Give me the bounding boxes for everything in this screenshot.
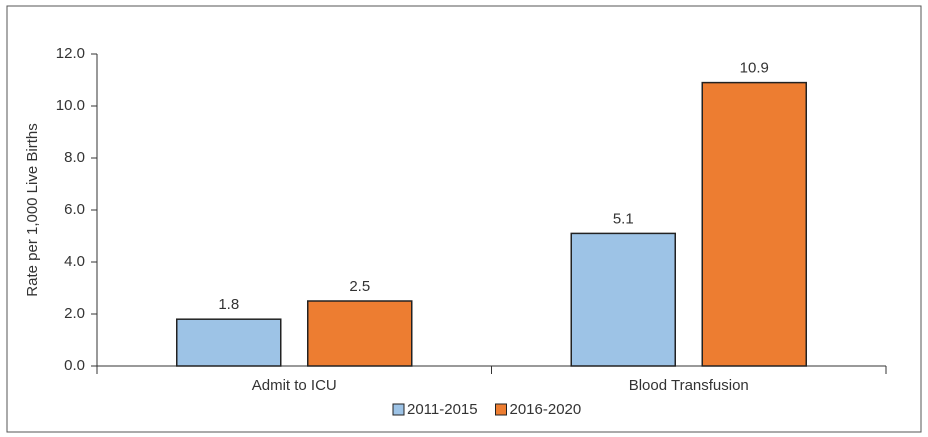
bar: [307, 300, 413, 367]
y-tick-label: 8.0: [64, 149, 85, 166]
legend-label: 2011-2015: [407, 401, 478, 418]
bar: [176, 318, 282, 367]
bar: [570, 232, 676, 367]
y-tick-label: 6.0: [64, 201, 85, 218]
y-tick-label: 0.0: [64, 357, 85, 374]
legend-label: 2016-2020: [510, 401, 582, 418]
legend-swatch: [495, 403, 507, 416]
x-tick-label: Blood Transfusion: [629, 377, 749, 394]
y-tick-label: 2.0: [64, 305, 85, 322]
legend-swatch: [392, 403, 405, 416]
data-label: 10.9: [740, 60, 769, 77]
y-axis-label: Rate per 1,000 Live Births: [24, 123, 41, 296]
data-label: 5.1: [613, 210, 634, 227]
y-tick-label: 12.0: [56, 45, 85, 62]
data-label: 1.8: [218, 296, 239, 313]
y-tick-label: 10.0: [56, 97, 85, 114]
x-tick-label: Admit to ICU: [252, 377, 337, 394]
data-label: 2.5: [349, 278, 370, 295]
y-tick-label: 4.0: [64, 253, 85, 270]
bar: [701, 81, 807, 367]
